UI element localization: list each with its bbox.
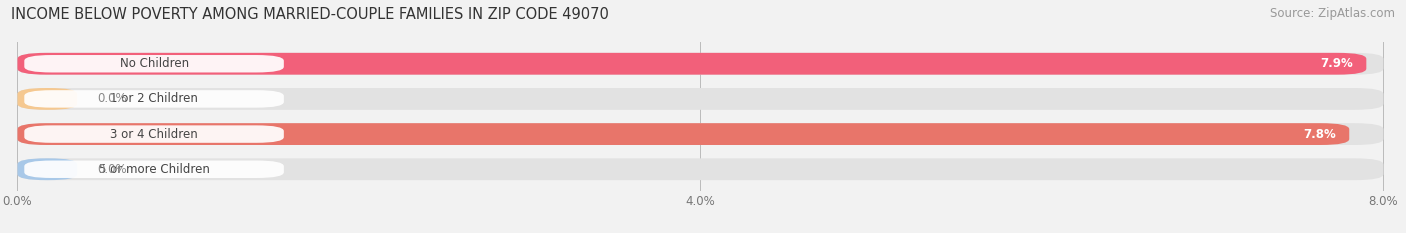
FancyBboxPatch shape xyxy=(17,123,1384,145)
FancyBboxPatch shape xyxy=(24,125,284,143)
Text: 5 or more Children: 5 or more Children xyxy=(98,163,209,176)
Text: 3 or 4 Children: 3 or 4 Children xyxy=(110,128,198,140)
FancyBboxPatch shape xyxy=(17,53,1367,75)
FancyBboxPatch shape xyxy=(17,88,77,110)
Text: 1 or 2 Children: 1 or 2 Children xyxy=(110,93,198,105)
Text: 0.0%: 0.0% xyxy=(98,163,128,176)
FancyBboxPatch shape xyxy=(24,90,284,108)
Text: INCOME BELOW POVERTY AMONG MARRIED-COUPLE FAMILIES IN ZIP CODE 49070: INCOME BELOW POVERTY AMONG MARRIED-COUPL… xyxy=(11,7,609,22)
Text: 0.0%: 0.0% xyxy=(98,93,128,105)
FancyBboxPatch shape xyxy=(17,88,1384,110)
Text: Source: ZipAtlas.com: Source: ZipAtlas.com xyxy=(1270,7,1395,20)
FancyBboxPatch shape xyxy=(17,53,1384,75)
FancyBboxPatch shape xyxy=(24,55,284,72)
Text: No Children: No Children xyxy=(120,57,188,70)
Text: 7.8%: 7.8% xyxy=(1303,128,1336,140)
Text: 7.9%: 7.9% xyxy=(1320,57,1353,70)
FancyBboxPatch shape xyxy=(17,158,77,180)
FancyBboxPatch shape xyxy=(17,158,1384,180)
FancyBboxPatch shape xyxy=(17,123,1350,145)
FancyBboxPatch shape xyxy=(24,161,284,178)
